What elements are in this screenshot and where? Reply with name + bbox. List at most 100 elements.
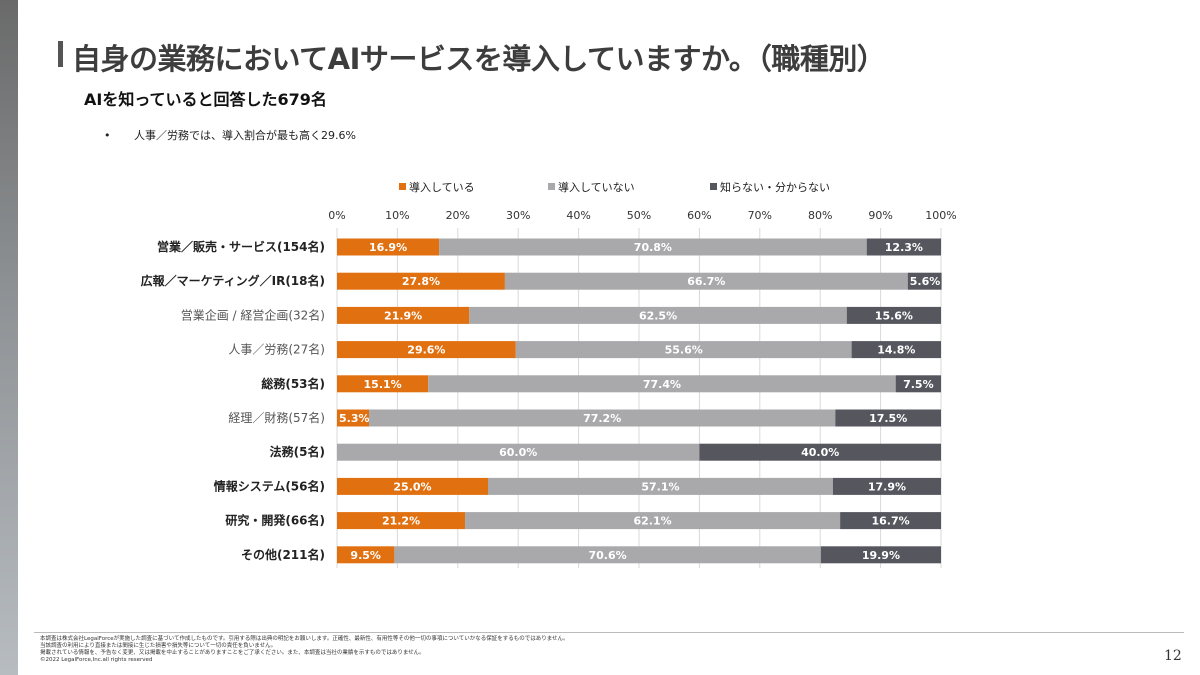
bar-segment	[394, 546, 821, 564]
x-tick-label: 40%	[566, 209, 590, 222]
bar-segment	[866, 238, 941, 256]
x-tick-label: 80%	[808, 209, 832, 222]
x-tick-label: 50%	[627, 209, 651, 222]
bar-segment	[840, 512, 941, 530]
data-label: 15.1%	[364, 378, 402, 391]
bar-segment	[337, 546, 395, 564]
bar-segment	[337, 306, 470, 324]
data-label: 7.5%	[903, 378, 934, 391]
data-label: 62.1%	[634, 515, 672, 528]
bar-segment	[465, 512, 841, 530]
bar-segment	[488, 477, 833, 495]
bar-segment	[428, 375, 896, 393]
data-label: 77.2%	[583, 412, 621, 425]
data-label: 70.8%	[634, 241, 672, 254]
data-label: 16.7%	[871, 515, 909, 528]
x-tick-label: 0%	[328, 209, 345, 222]
legend-label: 導入している	[409, 180, 475, 194]
category-label: その他(211名)	[241, 547, 325, 562]
data-label: 66.7%	[687, 275, 725, 288]
data-label: 60.0%	[499, 446, 537, 459]
data-label: 57.1%	[641, 480, 679, 493]
data-label: 17.5%	[869, 412, 907, 425]
data-label: 27.8%	[402, 275, 440, 288]
x-tick-label: 30%	[506, 209, 530, 222]
category-label: 営業／販売・サービス(154名)	[157, 239, 325, 254]
footer-line: 本調査は株式会社LegalForceが実施した調査に基づいて作成したものです。引…	[40, 636, 569, 642]
footer-line: 掲載されている情報を、予告なく変更、又は掲載を中止することがありますことをご了承…	[40, 650, 425, 656]
footer-line: 当該調査の利用により直接または間接に生じた損害や損失等について一切の責任を負いま…	[40, 643, 277, 649]
bar-segment	[337, 272, 505, 290]
data-label: 9.5%	[350, 549, 381, 562]
legend-label: 導入していない	[558, 180, 635, 194]
bar-segment	[337, 375, 429, 393]
legend-swatch	[710, 183, 717, 190]
data-label: 70.6%	[589, 549, 627, 562]
data-label: 21.2%	[382, 515, 420, 528]
data-label: 12.3%	[885, 241, 923, 254]
category-label: 広報／マーケティング／IR(18名)	[141, 273, 325, 288]
bar-segment	[369, 409, 836, 427]
footer-disclaimer: 本調査は株式会社LegalForceが実施した調査に基づいて作成したものです。引…	[40, 636, 569, 664]
category-label: 人事／労務(27名)	[228, 342, 325, 357]
data-label: 55.6%	[665, 344, 703, 357]
data-label: 5.6%	[910, 275, 941, 288]
bar-segment	[820, 546, 941, 564]
bar-segment	[337, 443, 700, 461]
x-tick-label: 10%	[385, 209, 409, 222]
bar-segment	[337, 238, 440, 256]
data-label: 25.0%	[393, 480, 431, 493]
footer-divider	[34, 632, 1184, 633]
bar-segment	[337, 341, 516, 359]
bar-segment	[699, 443, 941, 461]
page-number: 12	[1164, 648, 1182, 664]
data-label: 15.6%	[875, 309, 913, 322]
category-label: 研究・開発(66名)	[225, 513, 325, 528]
bar-segment	[469, 306, 847, 324]
x-tick-label: 90%	[868, 209, 892, 222]
data-label: 29.6%	[407, 344, 445, 357]
footer-copyright: ©2022 LegalForce,Inc.all rights reserved	[40, 657, 153, 663]
x-tick-label: 100%	[925, 209, 956, 222]
data-label: 19.9%	[862, 549, 900, 562]
bar-segment	[337, 477, 488, 495]
bar-segment	[439, 238, 867, 256]
bar-segment	[337, 512, 466, 530]
data-label: 21.9%	[384, 309, 422, 322]
slide-subtitle: AIを知っていると回答した679名	[84, 90, 327, 109]
x-tick-label: 20%	[446, 209, 470, 222]
bullet-marker: •	[104, 129, 111, 142]
key-finding-text: 人事／労務では、導入割合が最も高く29.6%	[134, 129, 356, 142]
category-label: 情報システム(56名)	[214, 478, 325, 493]
bar-segment	[846, 306, 941, 324]
category-label: 法務(5名)	[270, 444, 325, 459]
bar-segment	[337, 409, 370, 427]
data-label: 77.4%	[643, 378, 681, 391]
data-label: 17.9%	[868, 480, 906, 493]
bar-segment	[851, 341, 941, 359]
left-decor-band	[0, 0, 18, 675]
legend-swatch	[399, 183, 406, 190]
bar-segment	[907, 272, 942, 290]
bar-segment	[832, 477, 941, 495]
title-accent-bar	[58, 41, 63, 67]
data-label: 16.9%	[369, 241, 407, 254]
legend-label: 知らない・分からない	[720, 180, 830, 194]
data-label: 62.5%	[639, 309, 677, 322]
bar-segment	[515, 341, 852, 359]
data-label: 5.3%	[339, 412, 370, 425]
category-label: 経理／財務(57名)	[228, 410, 325, 425]
bar-segment	[835, 409, 941, 427]
bar-segment	[504, 272, 908, 290]
x-tick-label: 60%	[687, 209, 711, 222]
category-label: 総務(53名)	[261, 376, 325, 391]
bar-segment	[895, 375, 941, 393]
key-finding-bullet: • 人事／労務では、導入割合が最も高く29.6%	[104, 127, 356, 143]
data-label: 40.0%	[801, 446, 839, 459]
x-tick-label: 70%	[748, 209, 772, 222]
data-label: 14.8%	[877, 344, 915, 357]
legend-swatch	[548, 183, 555, 190]
slide-title: 自身の業務においてAIサービスを導入していますか。（職種別）	[72, 42, 886, 76]
category-label: 営業企画 / 経営企画(32名)	[181, 307, 325, 322]
